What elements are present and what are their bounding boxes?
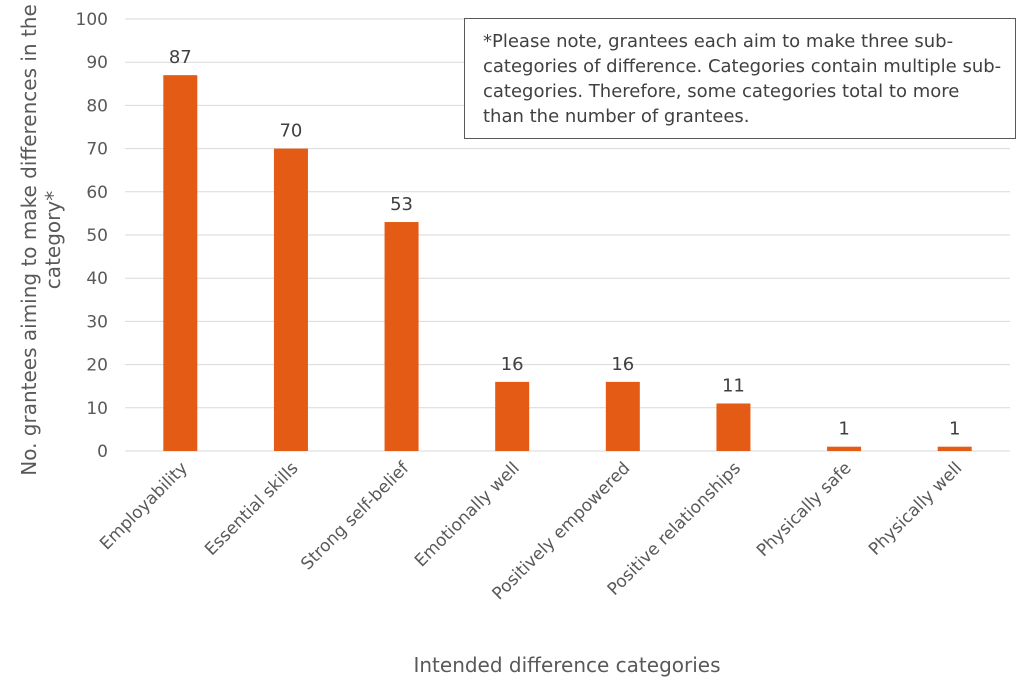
y-tick-label: 70	[86, 140, 108, 160]
bar	[605, 381, 640, 451]
bar	[827, 446, 862, 451]
bar	[273, 148, 308, 451]
y-tick-label: 90	[86, 53, 108, 73]
y-tick-label: 10	[86, 399, 108, 419]
data-label: 16	[611, 354, 634, 375]
data-label: 11	[722, 375, 745, 396]
y-tick-label: 60	[86, 183, 108, 203]
data-label: 87	[169, 47, 192, 68]
y-tick-label: 80	[86, 96, 108, 116]
y-axis-ticks: 0 10 20 30 40 50 60 70 80 90 100	[76, 10, 108, 462]
bar	[384, 222, 419, 451]
data-label: 1	[838, 419, 849, 440]
y-tick-label: 50	[86, 226, 108, 246]
bar	[163, 75, 198, 451]
data-label: 16	[501, 354, 524, 375]
y-tick-label: 40	[86, 269, 108, 289]
y-tick-label: 0	[97, 442, 108, 462]
y-tick-label: 100	[76, 10, 108, 30]
x-category-label: Essential skills	[201, 458, 302, 559]
y-axis-title-line-2: category*	[41, 191, 65, 289]
bar	[937, 446, 972, 451]
y-tick-label: 30	[86, 312, 108, 332]
data-label: 53	[390, 194, 413, 215]
bars	[163, 75, 972, 451]
y-axis-title-line-1: No. grantees aiming to make differences …	[17, 4, 41, 476]
x-category-label: Physically safe	[753, 458, 856, 561]
y-tick-label: 20	[86, 356, 108, 376]
x-category-label: Strong self-belief	[297, 458, 414, 575]
annotation-note: *Please note, grantees each aim to make …	[464, 18, 1016, 139]
x-category-label: Physically well	[865, 458, 966, 559]
bar	[716, 403, 751, 451]
data-label: 70	[279, 121, 302, 142]
x-category-label: Emotionally well	[411, 458, 524, 571]
x-category-label: Employability	[96, 458, 192, 554]
bar	[495, 381, 530, 451]
x-axis-title: Intended difference categories	[413, 653, 720, 677]
data-label: 1	[949, 419, 960, 440]
